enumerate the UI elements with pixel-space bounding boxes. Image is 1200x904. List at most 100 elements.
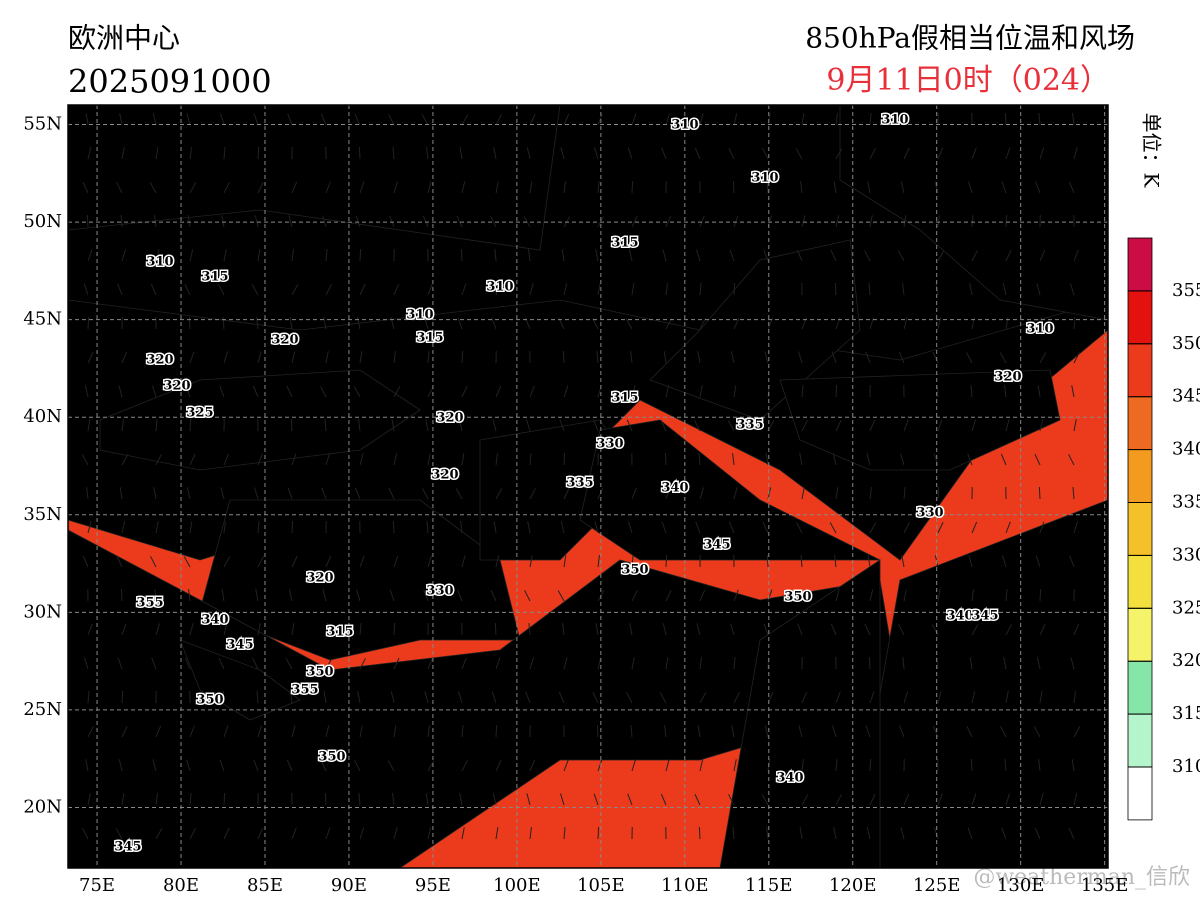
unit-label: 单位：K	[1140, 113, 1164, 189]
colorbar-label: 340	[1172, 439, 1200, 460]
colorbar-label: 310	[1172, 756, 1200, 777]
lon-tick-label: 75E	[79, 875, 115, 896]
colorbar-segment	[1128, 555, 1152, 608]
contour-label: 310	[406, 308, 433, 323]
wind-barb	[836, 385, 837, 397]
wind-barb	[869, 657, 870, 669]
wind-barb	[563, 351, 564, 363]
wind-barb	[224, 793, 225, 805]
colorbar-label: 320	[1172, 650, 1200, 671]
wind-barb	[734, 283, 735, 295]
wind-barb	[462, 351, 463, 363]
wind-barb	[292, 521, 293, 533]
wind-barb	[1006, 215, 1007, 227]
wind-barb	[325, 793, 326, 805]
lon-tick-label: 90E	[331, 875, 367, 896]
lat-tick-label: 35N	[23, 504, 62, 525]
contour-label: 350	[621, 563, 648, 578]
wind-barb	[564, 453, 565, 465]
contour-label: 320	[436, 411, 463, 426]
wind-barb	[393, 521, 394, 533]
lat-tick-label: 25N	[23, 699, 62, 720]
contour-label: 310	[146, 255, 173, 270]
wind-barb	[359, 147, 360, 159]
wind-barb	[632, 181, 633, 193]
wind-barb	[1005, 113, 1006, 125]
lat-tick-label: 55N	[23, 114, 62, 135]
contour-label: 315	[611, 391, 638, 406]
contour-label: 310	[751, 171, 778, 186]
colorbar-segment	[1128, 291, 1152, 344]
contour-label: 310	[486, 280, 513, 295]
contour-label: 325	[186, 406, 213, 421]
contour-label: 315	[611, 236, 638, 251]
wind-barb	[665, 453, 666, 465]
contour-label: 320	[431, 468, 458, 483]
contour-label: 330	[916, 506, 943, 521]
contour-label: 330	[426, 584, 453, 599]
contour-label: 350	[784, 590, 811, 605]
colorbar-segment	[1128, 714, 1152, 767]
contour-label: 320	[163, 379, 190, 394]
init-time: 2025091000	[68, 63, 272, 101]
contour-label: 350	[196, 693, 223, 708]
contour-label: 340	[201, 613, 228, 628]
wind-barb	[394, 623, 395, 635]
wind-barb	[598, 827, 599, 839]
valid-time: 9月11日0时（024）	[826, 63, 1110, 98]
contour-label: 315	[416, 331, 443, 346]
contour-label: 350	[318, 750, 345, 765]
contour-label: 355	[291, 683, 318, 698]
lat-tick-label: 45N	[23, 309, 62, 330]
contour-label: 320	[271, 333, 298, 348]
contour-label: 340	[661, 481, 688, 496]
wind-barb	[1040, 589, 1041, 601]
source: 欧洲中心	[68, 22, 180, 55]
lon-tick-label: 125E	[913, 875, 961, 896]
wind-barb	[88, 317, 89, 329]
contour-label: 345	[114, 840, 141, 855]
wind-barb	[767, 555, 768, 567]
lon-tick-label: 110E	[661, 875, 709, 896]
contour-label: 335	[566, 476, 593, 491]
colorbar-segment	[1128, 661, 1152, 714]
contour-label: 320	[146, 353, 173, 368]
colorbar-label: 325	[1172, 597, 1200, 618]
wind-barb	[190, 419, 191, 431]
wind-barb	[699, 827, 700, 839]
colorbar-segment	[1128, 397, 1152, 450]
wind-barb	[495, 623, 496, 635]
colorbar-segment	[1128, 450, 1152, 503]
lon-tick-label: 130E	[997, 875, 1045, 896]
wind-barb	[496, 725, 497, 737]
lon-tick-label: 80E	[163, 875, 199, 896]
wind-barb	[291, 419, 292, 431]
colorbar-segment	[1128, 608, 1152, 661]
lat-tick-label: 30N	[23, 601, 62, 622]
wind-barb	[87, 215, 88, 227]
lat-tick-label: 50N	[23, 211, 62, 232]
colorbar-label: 350	[1172, 333, 1200, 354]
lon-tick-label: 115E	[745, 875, 793, 896]
lon-tick-label: 95E	[415, 875, 451, 896]
lon-tick-label: 100E	[493, 875, 541, 896]
colorbar-label: 315	[1172, 703, 1200, 724]
contour-label: 315	[326, 625, 353, 640]
wind-barb	[597, 725, 598, 737]
lat-tick-label: 20N	[23, 797, 62, 818]
wind-barb	[937, 385, 938, 397]
contour-label: 345	[971, 609, 998, 624]
wind-barb	[971, 759, 972, 771]
contour-label: 345	[226, 638, 253, 653]
contour-label: 335	[736, 418, 763, 433]
contour-label: 315	[201, 270, 228, 285]
lat-tick-label: 40N	[23, 406, 62, 427]
wind-barb	[666, 555, 667, 567]
colorbar-label: 335	[1172, 492, 1200, 513]
lon-tick-label: 85E	[247, 875, 283, 896]
wind-barb	[122, 691, 123, 703]
wind-barb	[938, 487, 939, 499]
wind-barb	[733, 181, 734, 193]
contour-label: 340	[776, 771, 803, 786]
colorbar-label: 330	[1172, 544, 1200, 565]
